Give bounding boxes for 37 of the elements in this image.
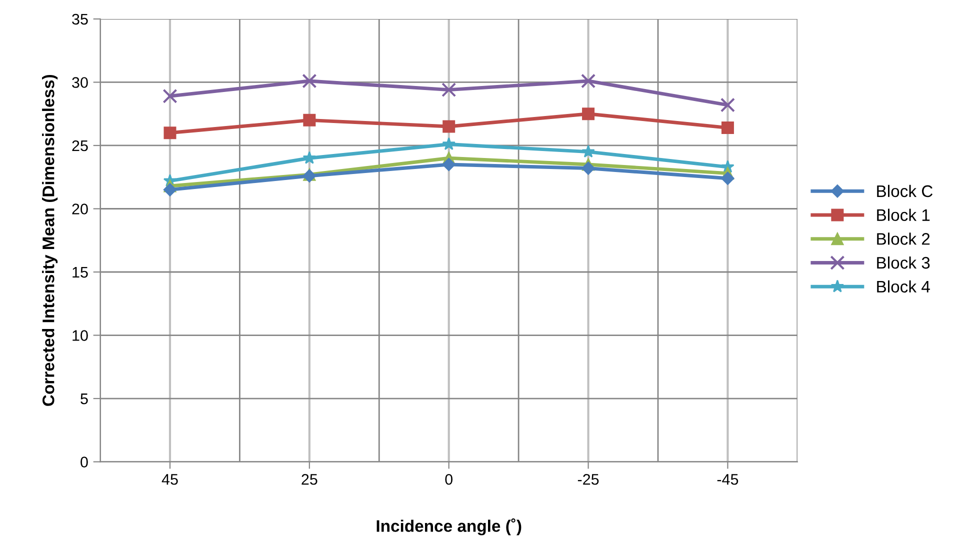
y-tick-label: 10	[72, 330, 88, 341]
legend-label: Block 4	[877, 280, 930, 293]
y-axis-title: Corrected Intensity Mean (Dimensionless)	[42, 74, 58, 406]
point	[163, 183, 177, 196]
y-tick-label: 0	[80, 456, 88, 468]
legend-label: Block 2	[877, 232, 930, 245]
x-axis-title: Incidence angle (˚)	[376, 518, 522, 536]
point	[720, 98, 736, 112]
point	[582, 108, 595, 120]
y-tick-label: 5	[80, 394, 88, 404]
y-tick-label: 20	[72, 204, 88, 214]
point	[580, 74, 596, 88]
point	[582, 162, 595, 175]
point	[162, 88, 178, 104]
point	[721, 172, 734, 185]
point	[442, 158, 456, 172]
x-tick-label: 25	[302, 474, 318, 485]
y-tick-label: 30	[72, 77, 88, 88]
point	[721, 122, 734, 134]
point	[442, 120, 456, 133]
point	[442, 137, 456, 150]
point	[582, 144, 595, 158]
x-tick-label: -45	[717, 474, 738, 485]
point	[302, 74, 317, 88]
point	[164, 126, 176, 140]
point	[302, 151, 316, 164]
x-tick-label: 45	[162, 474, 178, 485]
legend-label: Block 1	[877, 208, 930, 221]
point	[303, 114, 316, 126]
point	[442, 82, 456, 98]
x-tick-label: 0	[445, 474, 452, 485]
legend-label: Block C	[877, 184, 933, 198]
x-tick-label: -25	[578, 474, 599, 485]
legend-label: Block 3	[877, 256, 930, 269]
y-tick-label: 25	[72, 140, 88, 152]
y-tick-label: 35	[72, 14, 88, 25]
y-tick-label: 15	[72, 267, 88, 278]
